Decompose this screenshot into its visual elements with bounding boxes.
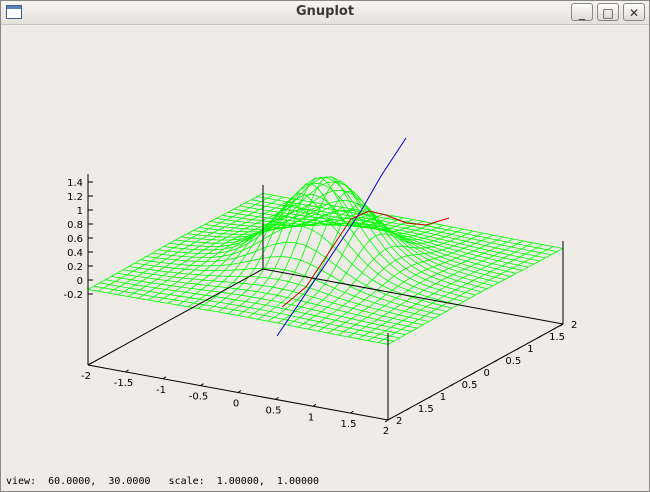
y-tick [559,323,564,327]
mesh-line [262,193,564,249]
x-tick [162,376,167,380]
z-tick-label: 1 [77,206,83,217]
x-tick [125,369,129,373]
blue-line [276,137,407,337]
y-tick [406,407,411,411]
x-tick [312,403,317,407]
z-tick-label: 0.6 [67,234,83,245]
x-tick-label: 0 [233,399,239,410]
x-tick-label: 1 [308,412,314,423]
surface-mesh [87,176,564,345]
mesh-line [257,196,558,252]
y-tick [450,383,454,387]
mesh-line [146,241,447,312]
mesh-line [377,246,554,343]
red-curve [281,210,450,308]
x-tick-label: 2 [383,426,389,437]
window-app-icon[interactable] [6,5,22,19]
mesh-line [239,205,540,262]
status-bar: view: 60.0000, 30.0000 scale: 1.00000, 1… [6,476,320,487]
mesh-line [387,248,564,345]
axes-box [87,174,564,421]
x-tick-label: -1.5 [114,378,134,389]
window-title: Gnuplot [295,4,355,19]
mesh-line [117,272,418,329]
mesh-line [245,202,546,259]
y-tick-label: 1.5 [418,404,434,415]
x-tick [387,417,392,421]
z-tick-label: 1.4 [67,178,83,189]
y-tick [515,347,520,351]
y-tick [494,359,498,363]
z-tick-label: -0.2 [63,290,83,301]
y-tick-label: 2 [571,320,577,331]
x-tick [200,383,204,387]
mesh-line [99,282,400,339]
mesh-line [357,242,534,340]
x-tick [275,396,279,400]
axis-labels: 1.4 1.2 1 0.8 0.6 0.4 0.2 0 -0.2 -2 -1.5 -1 -0.5 0 0.5… [63,178,577,437]
z-tick-label: 1.2 [67,192,83,203]
x-tick [237,390,242,393]
y-tick [428,395,433,399]
y-tick-label: 1 [440,392,446,403]
y-tick-label: 2 [396,416,402,427]
y-tick-label: 1 [527,344,533,355]
z-tick-label: 0 [77,276,83,287]
mesh-line [107,196,284,294]
x-tick-label: 1.5 [341,419,357,430]
x-tick-label: -2 [81,371,91,382]
mesh-line [233,208,534,265]
y-tick-label: 0 [484,368,490,379]
y-tick-label: 0.5 [505,356,521,367]
x-tick-label: -0.5 [189,392,209,403]
x-tick-label: 0.5 [266,405,282,416]
z-tick-label: 0.4 [67,248,83,259]
x-tick-label: -1 [156,385,166,396]
mesh-line [251,199,552,256]
close-button[interactable]: ✕ [623,3,645,21]
y-tick-label: 1.5 [549,332,565,343]
base-edge-front [87,323,564,421]
axis-ticks [87,181,564,423]
plot-canvas[interactable]: 1.4 1.2 1 0.8 0.6 0.4 0.2 0 -0.2 -2 -1.5 -1 -0.5 0 0.5… [2,25,648,473]
y-tick-label: 0.5 [462,380,478,391]
maximize-button[interactable]: □ [597,3,619,21]
x-tick [350,410,354,414]
minimize-button[interactable]: _ [571,3,593,21]
y-tick [537,335,542,339]
mesh-line [122,269,424,326]
x-tick [87,362,92,366]
mesh-line [347,240,524,338]
z-tick-label: 0.8 [67,220,83,231]
y-tick [384,419,389,423]
mesh-line [105,279,406,336]
title-bar[interactable]: Gnuplot _ □ ✕ [1,1,649,25]
y-tick [472,371,476,375]
mesh-line [367,244,544,342]
z-tick-label: 0.2 [67,262,83,273]
